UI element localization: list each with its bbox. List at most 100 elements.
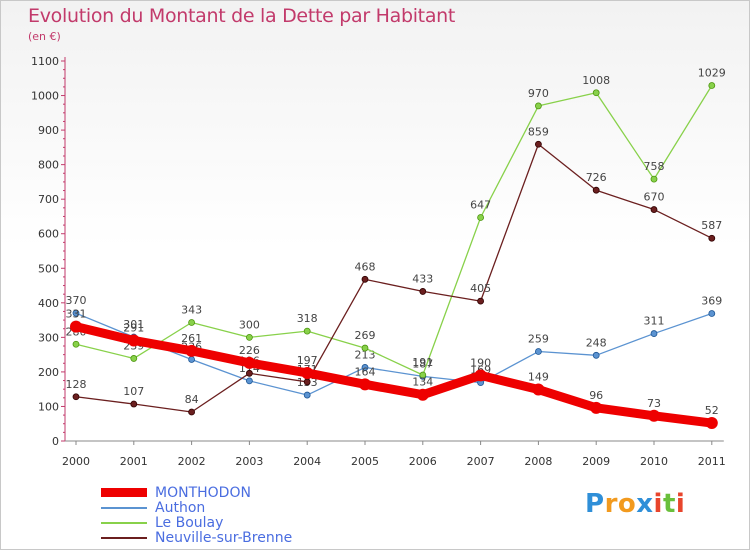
- data-point: [705, 417, 718, 430]
- data-label: 331: [66, 308, 87, 321]
- series-le-boulay: 28023934330031826919164797010087581029: [66, 67, 726, 379]
- data-point: [592, 351, 600, 359]
- y-tick-label: 900: [38, 124, 59, 137]
- x-tick-label: 2006: [409, 455, 437, 468]
- x-tick-label: 2002: [178, 455, 206, 468]
- data-label: 370: [66, 294, 87, 307]
- y-tick-label: 400: [38, 297, 59, 310]
- data-label: 128: [66, 378, 87, 391]
- brand-logo: Proxiti: [585, 489, 685, 519]
- data-point: [592, 186, 600, 194]
- y-tick-label: 500: [38, 262, 59, 275]
- data-point: [130, 400, 138, 408]
- x-tick-label: 2004: [293, 455, 321, 468]
- data-point: [361, 364, 369, 371]
- data-label: 226: [239, 344, 260, 357]
- data-label: 859: [528, 125, 549, 138]
- x-tick-label: 2011: [698, 455, 726, 468]
- data-point: [650, 330, 658, 337]
- data-label: 291: [123, 321, 144, 334]
- data-label: 318: [297, 312, 318, 325]
- data-label: 670: [644, 191, 665, 204]
- data-label: 164: [355, 365, 376, 378]
- data-point: [188, 356, 196, 363]
- data-point: [243, 356, 256, 369]
- data-label: 149: [528, 371, 549, 384]
- data-point: [245, 369, 253, 377]
- data-label: 300: [239, 318, 260, 331]
- brand-letter: r: [604, 489, 618, 519]
- data-point: [130, 355, 138, 362]
- data-point: [359, 378, 371, 391]
- data-label: 197: [297, 354, 318, 367]
- data-point: [361, 344, 369, 352]
- legend-label: Neuville-sur-Brenne: [155, 529, 293, 546]
- data-label: 1008: [582, 74, 610, 87]
- legend-label: Le Boulay: [155, 514, 224, 531]
- data-label: 311: [644, 315, 665, 328]
- data-label: 84: [185, 393, 199, 406]
- legend-swatch: [101, 506, 147, 509]
- data-label: 343: [181, 304, 202, 317]
- data-point: [708, 82, 716, 89]
- y-tick-label: 1000: [31, 90, 59, 103]
- data-point: [301, 366, 314, 379]
- data-point: [648, 409, 660, 422]
- data-point: [303, 391, 311, 399]
- chart-subtitle: (en €): [28, 30, 61, 43]
- legend-swatch: [101, 488, 147, 497]
- series-line: [71, 322, 717, 428]
- data-point: [72, 309, 80, 317]
- legend-item: Authon: [101, 499, 292, 516]
- data-point: [708, 234, 716, 242]
- data-point: [185, 344, 198, 357]
- legend-swatch: [101, 536, 147, 539]
- brand-letter: P: [585, 489, 605, 519]
- data-label: 261: [181, 332, 202, 345]
- data-label: 726: [586, 171, 607, 184]
- data-point: [419, 288, 427, 295]
- data-point: [650, 175, 658, 183]
- data-point: [474, 369, 487, 382]
- data-label: 369: [701, 295, 722, 308]
- x-tick-label: 2000: [62, 455, 90, 468]
- y-tick-label: 1100: [31, 55, 59, 68]
- data-point: [419, 371, 427, 379]
- data-point: [416, 388, 429, 401]
- data-point: [708, 310, 716, 317]
- data-label: 134: [412, 376, 433, 389]
- y-tick-label: 200: [38, 366, 59, 379]
- data-label: 107: [123, 385, 144, 398]
- data-label: 259: [528, 333, 549, 346]
- data-point: [361, 275, 369, 283]
- series-line: [75, 143, 713, 413]
- data-point: [303, 378, 311, 386]
- chart-title: Evolution du Montant de la Dette par Hab…: [28, 5, 456, 27]
- data-label: 191: [412, 356, 433, 369]
- legend-label: MONTHODON: [155, 484, 251, 501]
- data-label: 248: [586, 336, 607, 349]
- data-point: [245, 377, 253, 385]
- legend-item: MONTHODON: [101, 484, 292, 501]
- data-point: [303, 327, 311, 335]
- y-tick-label: 0: [52, 435, 59, 448]
- data-label: 970: [528, 87, 549, 100]
- x-tick-label: 2003: [235, 455, 263, 468]
- x-tick-label: 2010: [640, 455, 668, 468]
- y-tick-label: 800: [38, 159, 59, 172]
- brand-letter: t: [662, 489, 676, 519]
- data-label: 190: [470, 356, 491, 369]
- data-label: 587: [701, 219, 722, 232]
- data-point: [72, 393, 80, 401]
- data-point: [477, 297, 485, 305]
- x-tick-label: 2001: [120, 455, 148, 468]
- brand-letter: o: [617, 489, 637, 519]
- legend-label: Authon: [155, 499, 206, 516]
- chart-legend: MONTHODON Authon Le Boulay Neuville-sur-Bre…: [101, 484, 293, 546]
- series-line: [75, 84, 713, 376]
- data-label: 468: [355, 260, 376, 273]
- data-point: [477, 214, 485, 221]
- brand-letter: x: [636, 489, 654, 519]
- y-tick-label: 300: [38, 331, 59, 344]
